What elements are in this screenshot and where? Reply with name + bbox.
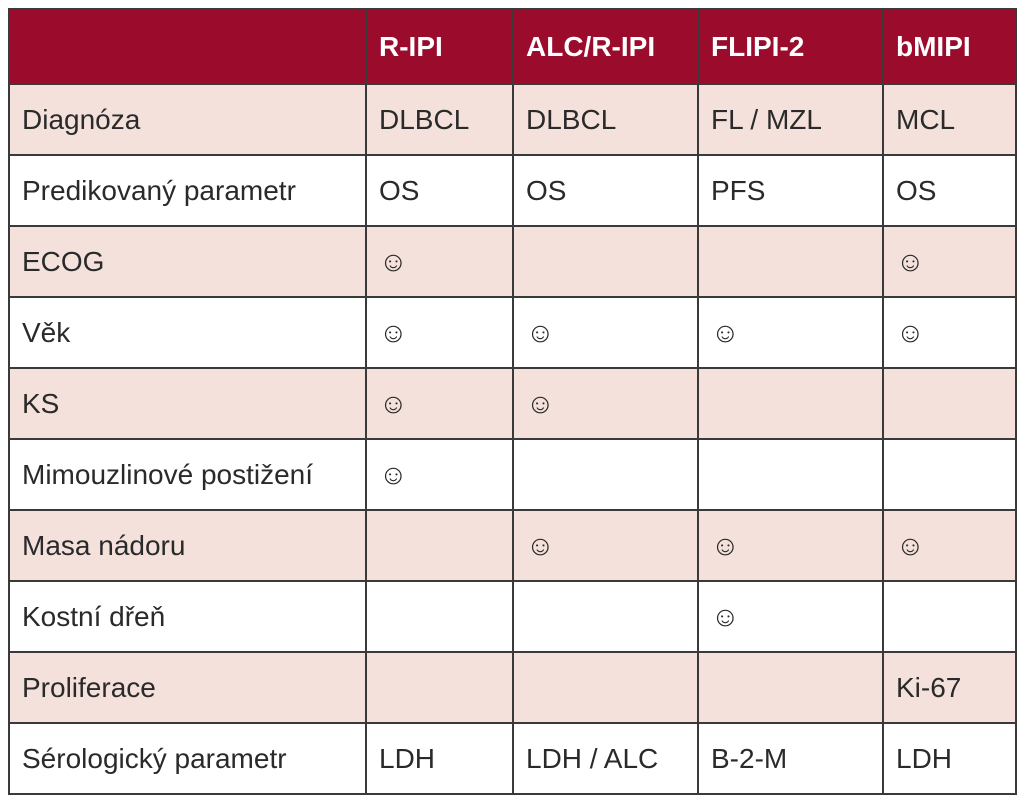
row-label: ECOG (8, 225, 367, 298)
table-cell: OS (512, 154, 699, 227)
table-cell: Ki-67 (882, 651, 1017, 724)
table-cell (365, 651, 514, 724)
table-cell: ☺ (512, 296, 699, 369)
header-row: R-IPI ALC/R-IPI FLIPI-2 bMIPI (8, 8, 1017, 85)
comparison-table: R-IPI ALC/R-IPI FLIPI-2 bMIPI Diagnóza DLBCL… (8, 8, 1017, 795)
table-row: Sérologický parametr LDH LDH / ALC B-2-M LDH (8, 722, 1017, 795)
row-label: Masa nádoru (8, 509, 367, 582)
table-cell: DLBCL (365, 83, 514, 156)
table-cell: ☺ (697, 580, 884, 653)
table-row: Proliferace Ki-67 (8, 651, 1017, 724)
table-cell (365, 509, 514, 582)
table-row: Predikovaný parametr OS OS PFS OS (8, 154, 1017, 227)
table-row: Kostní dřeň ☺ (8, 580, 1017, 653)
table-cell: ☺ (512, 509, 699, 582)
table-cell: ☺ (697, 296, 884, 369)
table-cell (882, 367, 1017, 440)
table-cell: OS (365, 154, 514, 227)
table-cell (512, 225, 699, 298)
table-cell (882, 438, 1017, 511)
table-body: Diagnóza DLBCL DLBCL FL / MZL MCL Predikovaný… (8, 83, 1017, 795)
table-cell: ☺ (882, 296, 1017, 369)
table-cell (882, 580, 1017, 653)
table-cell: ☺ (365, 367, 514, 440)
header-cell: bMIPI (882, 8, 1017, 85)
table-cell: ☺ (697, 509, 884, 582)
header-cell: R-IPI (365, 8, 514, 85)
table-cell: OS (882, 154, 1017, 227)
table-cell: LDH (882, 722, 1017, 795)
table-cell: FL / MZL (697, 83, 884, 156)
table-cell: LDH / ALC (512, 722, 699, 795)
header-cell: FLIPI-2 (697, 8, 884, 85)
table-row: Věk ☺ ☺ ☺ ☺ (8, 296, 1017, 369)
table-container: R-IPI ALC/R-IPI FLIPI-2 bMIPI Diagnóza DLBCL… (8, 8, 1017, 795)
table-row: Diagnóza DLBCL DLBCL FL / MZL MCL (8, 83, 1017, 156)
table-header: R-IPI ALC/R-IPI FLIPI-2 bMIPI (8, 8, 1017, 85)
table-cell (697, 651, 884, 724)
row-label: Mimouzlinové postižení (8, 438, 367, 511)
row-label: Predikovaný parametr (8, 154, 367, 227)
row-label: Kostní dřeň (8, 580, 367, 653)
table-cell: PFS (697, 154, 884, 227)
table-cell: ☺ (882, 225, 1017, 298)
table-cell (512, 580, 699, 653)
header-cell: ALC/R-IPI (512, 8, 699, 85)
row-label: KS (8, 367, 367, 440)
table-cell: ☺ (365, 296, 514, 369)
table-cell: B-2-M (697, 722, 884, 795)
row-label: Sérologický parametr (8, 722, 367, 795)
table-cell (697, 438, 884, 511)
table-cell (697, 367, 884, 440)
table-cell (697, 225, 884, 298)
table-row: Masa nádoru ☺ ☺ ☺ (8, 509, 1017, 582)
header-cell (8, 8, 367, 85)
table-cell (365, 580, 514, 653)
table-cell (512, 651, 699, 724)
table-row: ECOG ☺ ☺ (8, 225, 1017, 298)
table-cell: DLBCL (512, 83, 699, 156)
row-label: Proliferace (8, 651, 367, 724)
table-row: KS ☺ ☺ (8, 367, 1017, 440)
table-cell: LDH (365, 722, 514, 795)
table-cell: ☺ (512, 367, 699, 440)
row-label: Věk (8, 296, 367, 369)
table-cell: ☺ (365, 438, 514, 511)
row-label: Diagnóza (8, 83, 367, 156)
table-cell: MCL (882, 83, 1017, 156)
table-cell (512, 438, 699, 511)
table-cell: ☺ (882, 509, 1017, 582)
table-row: Mimouzlinové postižení ☺ (8, 438, 1017, 511)
table-cell: ☺ (365, 225, 514, 298)
